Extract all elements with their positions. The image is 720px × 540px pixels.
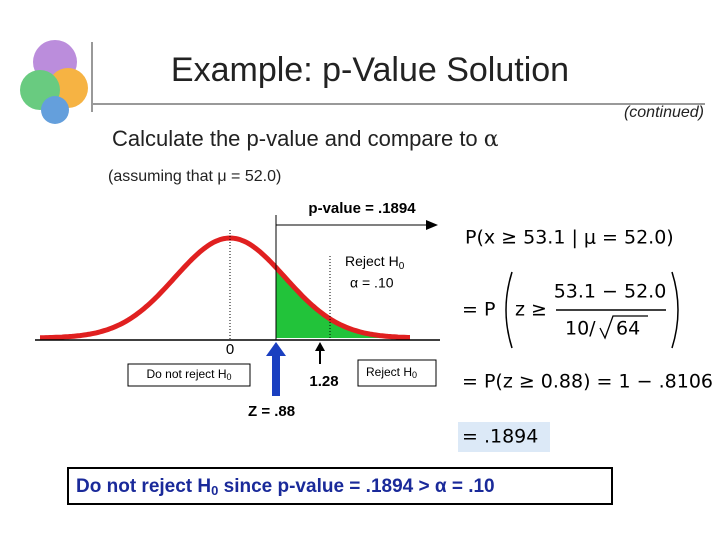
alpha-label: α = .10: [350, 275, 394, 291]
equations: P(x ≥ 53.1 | μ = 52.0) = P z ≥ 53.1 − 52…: [458, 227, 713, 452]
reject-label: Reject H0: [345, 253, 405, 272]
z-label: Z = .88: [248, 403, 295, 420]
reject-box: [357, 359, 437, 387]
equation: = P(z ≥ 0.88) = 1 − .8106: [462, 371, 713, 393]
do-not-reject-box: [127, 363, 251, 387]
paren: [671, 271, 679, 349]
logo: [20, 40, 88, 124]
equation: = .1894: [462, 426, 538, 448]
arrow-head: [426, 220, 438, 230]
critical-label: 1.28: [309, 373, 338, 390]
normal-curve: [40, 235, 410, 341]
highlight: [458, 422, 550, 452]
z-arrow-head: [266, 342, 286, 356]
equation: z ≥: [515, 299, 547, 321]
equation: = P: [462, 299, 495, 321]
radical: [599, 315, 648, 340]
continued: (continued): [624, 104, 704, 121]
subtitle: Calculate the p-value and compare to α: [112, 126, 499, 152]
equation: P(x ≥ 53.1 | μ = 52.0): [465, 227, 674, 249]
z-arrow: [272, 354, 280, 396]
distribution-figure: p-value = .1894 Reject H0 α = .10 0 Do n…: [35, 200, 440, 420]
do-not-reject-label: Do not reject H0: [146, 367, 231, 382]
numerator: 53.1 − 52.0: [554, 281, 667, 303]
title: Example: p-Value Solution: [171, 51, 569, 89]
assumption: (assuming that μ = 52.0): [108, 168, 281, 185]
critical-head: [315, 342, 325, 351]
reject-lower-label: Reject H0: [366, 365, 417, 380]
rejection-area: [276, 267, 410, 338]
p-value-label: p-value = .1894: [308, 200, 416, 217]
conclusion: Do not reject H0 since p-value = .1894 >…: [76, 476, 495, 498]
conclusion-box: [67, 467, 613, 505]
denominator: 10/: [565, 318, 596, 340]
root: 64: [616, 318, 640, 340]
paren: [505, 271, 513, 349]
zero-label: 0: [226, 341, 234, 358]
